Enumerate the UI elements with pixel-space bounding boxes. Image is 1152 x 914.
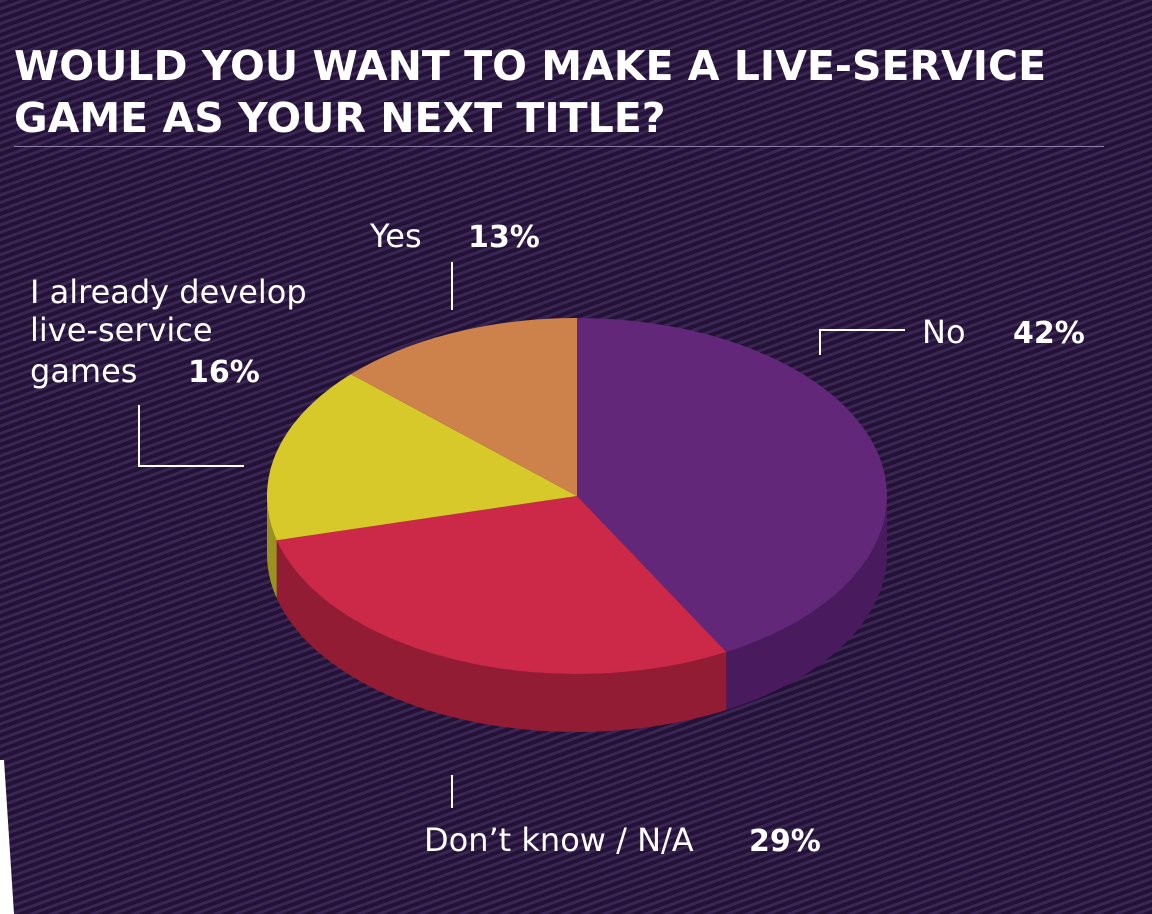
slice-label-dont-know: Don’t know / N/A [424, 821, 694, 859]
slice-value-already-develop: 16% [188, 355, 260, 390]
pie-sides [267, 496, 887, 732]
pie-slice-no [577, 318, 887, 652]
slice-label-already-develop-line-1: I already develop [30, 273, 307, 311]
pie-slice-yes [351, 318, 577, 496]
pie-side-no [726, 496, 887, 710]
slice-value-dont-know: 29% [749, 824, 821, 859]
pie-side-i-already-develop-live-service-games [267, 496, 277, 599]
chart-title-line-1: WOULD YOU WANT TO MAKE A LIVE-SERVICE [14, 42, 1047, 90]
pie-side-don-t-know-n-a [276, 540, 727, 732]
pie-tops [267, 318, 887, 674]
title-divider [14, 146, 1104, 147]
slice-label-yes: Yes [369, 217, 422, 255]
slice-label-already-develop-line-3: games [30, 352, 137, 390]
chart-title: WOULD YOU WANT TO MAKE A LIVE-SERVICE GA… [14, 40, 1134, 144]
white-edge-shape [0, 760, 14, 914]
chart-title-line-2: GAME AS YOUR NEXT TITLE? [14, 94, 666, 142]
pie-slice-i-already-develop-live-service-games [267, 374, 577, 541]
leader-lines [138, 262, 905, 808]
pie-slice-don-t-know-n-a [276, 496, 727, 674]
slice-label-already-develop-line-2: live-service [30, 311, 213, 349]
slice-value-yes: 13% [468, 220, 540, 255]
leader-line-already-develop [138, 405, 244, 467]
slice-label-no: No [922, 313, 966, 351]
slice-value-no: 42% [1013, 316, 1085, 351]
leader-line-no [819, 329, 905, 355]
